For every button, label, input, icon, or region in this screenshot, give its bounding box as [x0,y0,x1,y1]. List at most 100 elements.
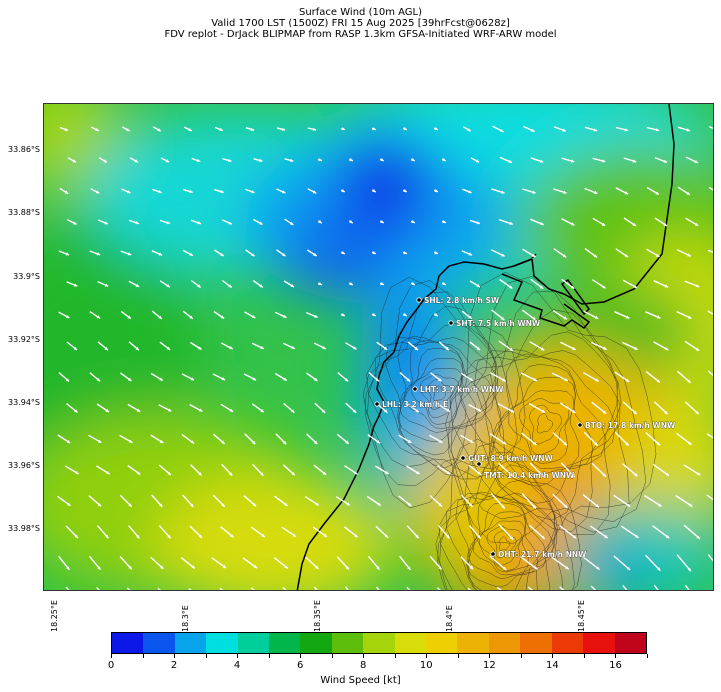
wind-arrow [614,431,630,447]
wind-arrow [489,433,507,445]
colorbar-tick-label: 2 [170,660,178,671]
station-tmt[interactable]: TMT: 10.4 km/h WNW [476,461,575,480]
wind-arrow [461,310,473,320]
station-dot[interactable] [412,386,418,392]
colorbar-minor-tick [363,654,365,658]
station-dot[interactable] [490,551,496,557]
contour-line [491,364,594,475]
lat-tick-label: 33.92°S [8,335,40,344]
wind-arrow [498,524,514,540]
wind-arrow [551,372,569,382]
station-gut[interactable]: GUT: 8.9 km/h WNW [460,454,554,463]
station-sht[interactable]: SHT: 7.5 km/h WNW [448,319,541,328]
wind-speed-colorbar [111,632,647,654]
wind-arrow [88,555,102,571]
wind-arrow [462,126,472,132]
wind-arrow [190,219,202,225]
wind-arrow [499,278,513,290]
wind-arrow [336,433,350,445]
wind-arrow [251,403,265,413]
wind-arrow [282,464,296,476]
wind-arrow [529,341,545,351]
station-lhl[interactable]: LHL: 3.2 km/h E [374,400,448,409]
wind-arrow [190,341,202,351]
wind-arrow [152,126,162,132]
wind-arrow [160,157,170,163]
wind-arrow [96,587,101,590]
wind-arrow [707,310,713,315]
lat-tick-label: 33.86°S [8,145,40,154]
station-markers[interactable]: SHL: 2.8 km/h SW SHT: 7.5 km/h WNW LHT: 3.… [374,296,676,559]
wind-arrow [654,217,668,227]
wind-arrow [489,372,507,382]
wind-arrow [345,402,357,414]
wind-arrow [190,279,202,289]
wind-arrow [552,310,568,320]
colorbar-tick-label: 4 [233,660,241,671]
station-dot[interactable] [577,422,583,428]
wind-arrow [314,402,326,414]
wind-arrow [460,434,474,444]
wind-arrow [402,127,408,131]
wind-arrow [676,370,692,384]
wind-arrow [244,311,256,319]
station-dot[interactable] [476,461,482,467]
contour-line [419,374,459,418]
wind-arrow [344,465,358,475]
lat-tick-label: 33.96°S [8,461,40,470]
wind-arrow [129,157,139,163]
wind-arrow [646,126,660,132]
wind-arrow [120,372,132,382]
wind-arrow [97,219,109,225]
wind-arrow [528,402,546,414]
station-dot[interactable] [448,320,454,326]
wind-arrow [707,249,713,253]
station-dot[interactable] [416,297,422,303]
wind-map[interactable]: SHL: 2.8 km/h SW SHT: 7.5 km/h WNW LHT: 3.… [43,103,714,591]
wind-arrow [645,311,661,319]
colorbar-tick-label: 6 [296,660,304,671]
wind-arrow [317,158,323,162]
wind-arrow [119,556,133,570]
station-oht[interactable]: OHT: 21.7 km/h NNW [490,550,587,559]
station-dot[interactable] [374,401,380,407]
wind-arrow [348,282,354,286]
wind-arrow [243,373,257,381]
wind-arrow [553,248,567,258]
station-label: SHT: 7.5 km/h WNW [456,319,541,328]
wind-arrow [275,311,287,319]
wind-arrow [530,278,544,290]
wind-arrow [582,494,600,508]
wind-arrow [58,371,70,383]
wind-arrow [252,463,264,477]
wind-arrow [522,248,536,258]
wind-arrow [614,371,630,383]
wind-arrow [119,434,133,444]
wind-arrow [584,187,598,195]
wind-arrow [615,126,629,132]
wind-arrow [652,525,670,539]
wind-arrow [654,156,668,164]
wind-arrow [614,311,630,319]
station-bto[interactable]: BTO: 17.8 km/h WNW [577,421,676,430]
colorbar-segment [143,633,175,653]
wind-arrow [613,494,631,508]
wind-arrow [66,402,78,414]
wind-arrow [306,433,318,445]
wind-arrow [407,341,419,351]
wind-arrow [250,587,255,590]
wind-arrow [180,557,196,569]
station-lht[interactable]: LHT: 3.7 km/h WNW [412,385,505,394]
station-shl[interactable]: SHL: 2.8 km/h SW [416,296,500,305]
wind-arrow [437,587,441,590]
wind-arrow [429,434,443,444]
wind-arrow [406,586,411,590]
wind-arrow [402,189,408,193]
lon-tick-label: 18.45°E [577,600,586,632]
wind-arrow [622,341,638,351]
wind-arrow [684,401,700,415]
wind-arrow [460,556,474,570]
station-dot[interactable] [460,455,466,461]
wind-arrow [276,188,286,194]
colorbar-tick-label: 12 [482,660,496,671]
